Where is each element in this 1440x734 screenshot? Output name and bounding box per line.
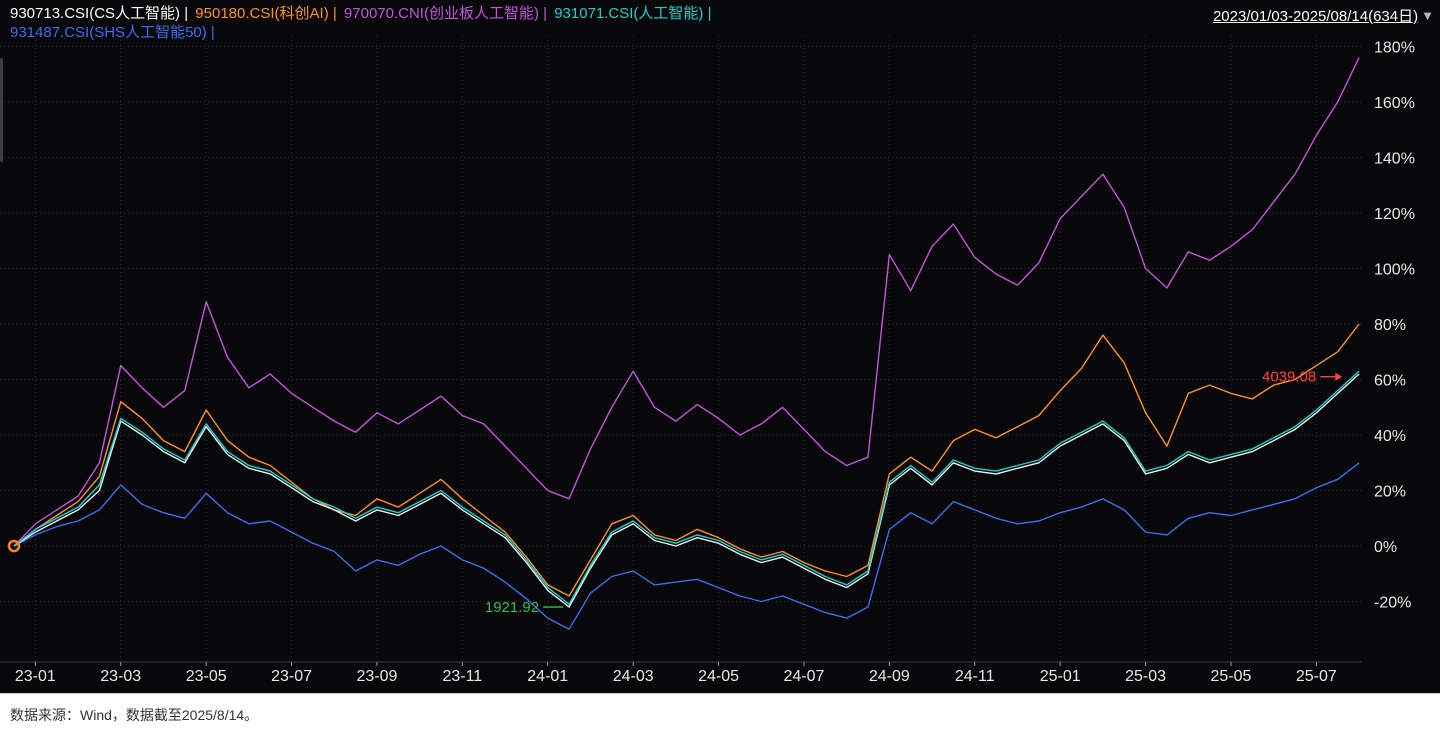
x-axis-label: 23-09 (356, 668, 397, 685)
x-axis-label: 25-05 (1210, 668, 1251, 685)
x-axis-label: 25-03 (1125, 668, 1166, 685)
legend-item-931487[interactable]: 931487.CSI(SHS人工智能50) | (10, 24, 215, 41)
footer-bar: 数据来源：Wind，数据截至2025/8/14。 (0, 693, 1440, 734)
legend-item-931071[interactable]: 931071.CSI(人工智能) | (554, 5, 712, 22)
y-axis-label: 40% (1374, 428, 1406, 445)
date-range-selector[interactable]: 2023/01/03-2025/08/14(634日) ▼ (1213, 5, 1434, 26)
x-axis-label: 24-01 (527, 668, 568, 685)
x-axis-label: 24-05 (698, 668, 739, 685)
y-axis-label: -20% (1374, 595, 1411, 612)
series-lines (13, 57, 1360, 630)
series-line-3 (13, 370, 1360, 605)
x-axis-label: 24-07 (783, 668, 824, 685)
x-axis-label: 25-07 (1296, 668, 1337, 685)
legend-item-970070[interactable]: 970070.CNI(创业板人工智能) | (343, 5, 552, 22)
chart-surface[interactable]: 180% 160% 140% 120% 100% 80% 60% 40% 20% 0% -20% 23… (0, 0, 1440, 694)
x-axis-label: 24-09 (869, 668, 910, 685)
annotation-label: 4039.08 (1262, 369, 1316, 386)
legend-row-2: 931487.CSI(SHS人工智能50) | (10, 23, 1432, 42)
chart-canvas: 180% 160% 140% 120% 100% 80% 60% 40% 20% 0% -20% 23… (0, 36, 1415, 685)
legend-row-1: 930713.CSI(CS人工智能) | 950180.CSI(科创AI) | … (10, 4, 1432, 23)
y-axis-label: 20% (1374, 484, 1406, 501)
date-range-label: 2023/01/03-2025/08/14(634日) (1212, 8, 1419, 25)
x-axis-labels: 23-01 23-03 23-05 23-07 23-09 23-11 24-01 24-03… (15, 662, 1337, 685)
x-axis-label: 25-01 (1040, 668, 1081, 685)
x-axis-label: 23-11 (442, 668, 482, 685)
scrollbar-thumb[interactable] (0, 58, 3, 162)
y-axis-label: 100% (1374, 262, 1415, 279)
legend-item-950180[interactable]: 950180.CSI(科创AI) | (195, 5, 341, 22)
grid-lines (0, 36, 1362, 663)
x-axis-label: 23-03 (100, 668, 141, 685)
y-axis-label: 60% (1374, 373, 1406, 390)
series-line-4 (13, 462, 1360, 630)
x-axis-label: 23-07 (271, 668, 312, 685)
y-axis-label: 120% (1374, 206, 1415, 223)
annotation-label: 1921.92 (485, 599, 539, 616)
y-axis-labels: 180% 160% 140% 120% 100% 80% 60% 40% 20% 0% -20% (1374, 40, 1415, 612)
chart-header: 930713.CSI(CS人工智能) | 950180.CSI(科创AI) | … (0, 0, 1440, 44)
y-axis-label: 180% (1374, 40, 1415, 57)
chevron-down-icon[interactable]: ▼ (1421, 8, 1434, 23)
y-axis-label: 140% (1374, 151, 1415, 168)
series-start-marker (7, 539, 21, 553)
x-axis-label: 23-01 (15, 668, 56, 685)
x-axis-label: 24-03 (613, 668, 654, 685)
legend-item-930713[interactable]: 930713.CSI(CS人工智能) | (10, 5, 193, 22)
y-axis-label: 0% (1374, 539, 1397, 556)
x-axis-label: 24-11 (955, 668, 995, 685)
data-source-note: 数据来源：Wind，数据截至2025/8/14。 (10, 707, 259, 723)
series-line-0 (13, 373, 1360, 608)
value-annotations: 1921.92 4039.08 (485, 369, 1343, 616)
series-line-2 (13, 57, 1360, 547)
y-axis-label: 160% (1374, 95, 1415, 112)
x-axis-label: 23-05 (186, 668, 227, 685)
series-line-1 (13, 323, 1360, 597)
y-axis-label: 80% (1374, 317, 1406, 334)
